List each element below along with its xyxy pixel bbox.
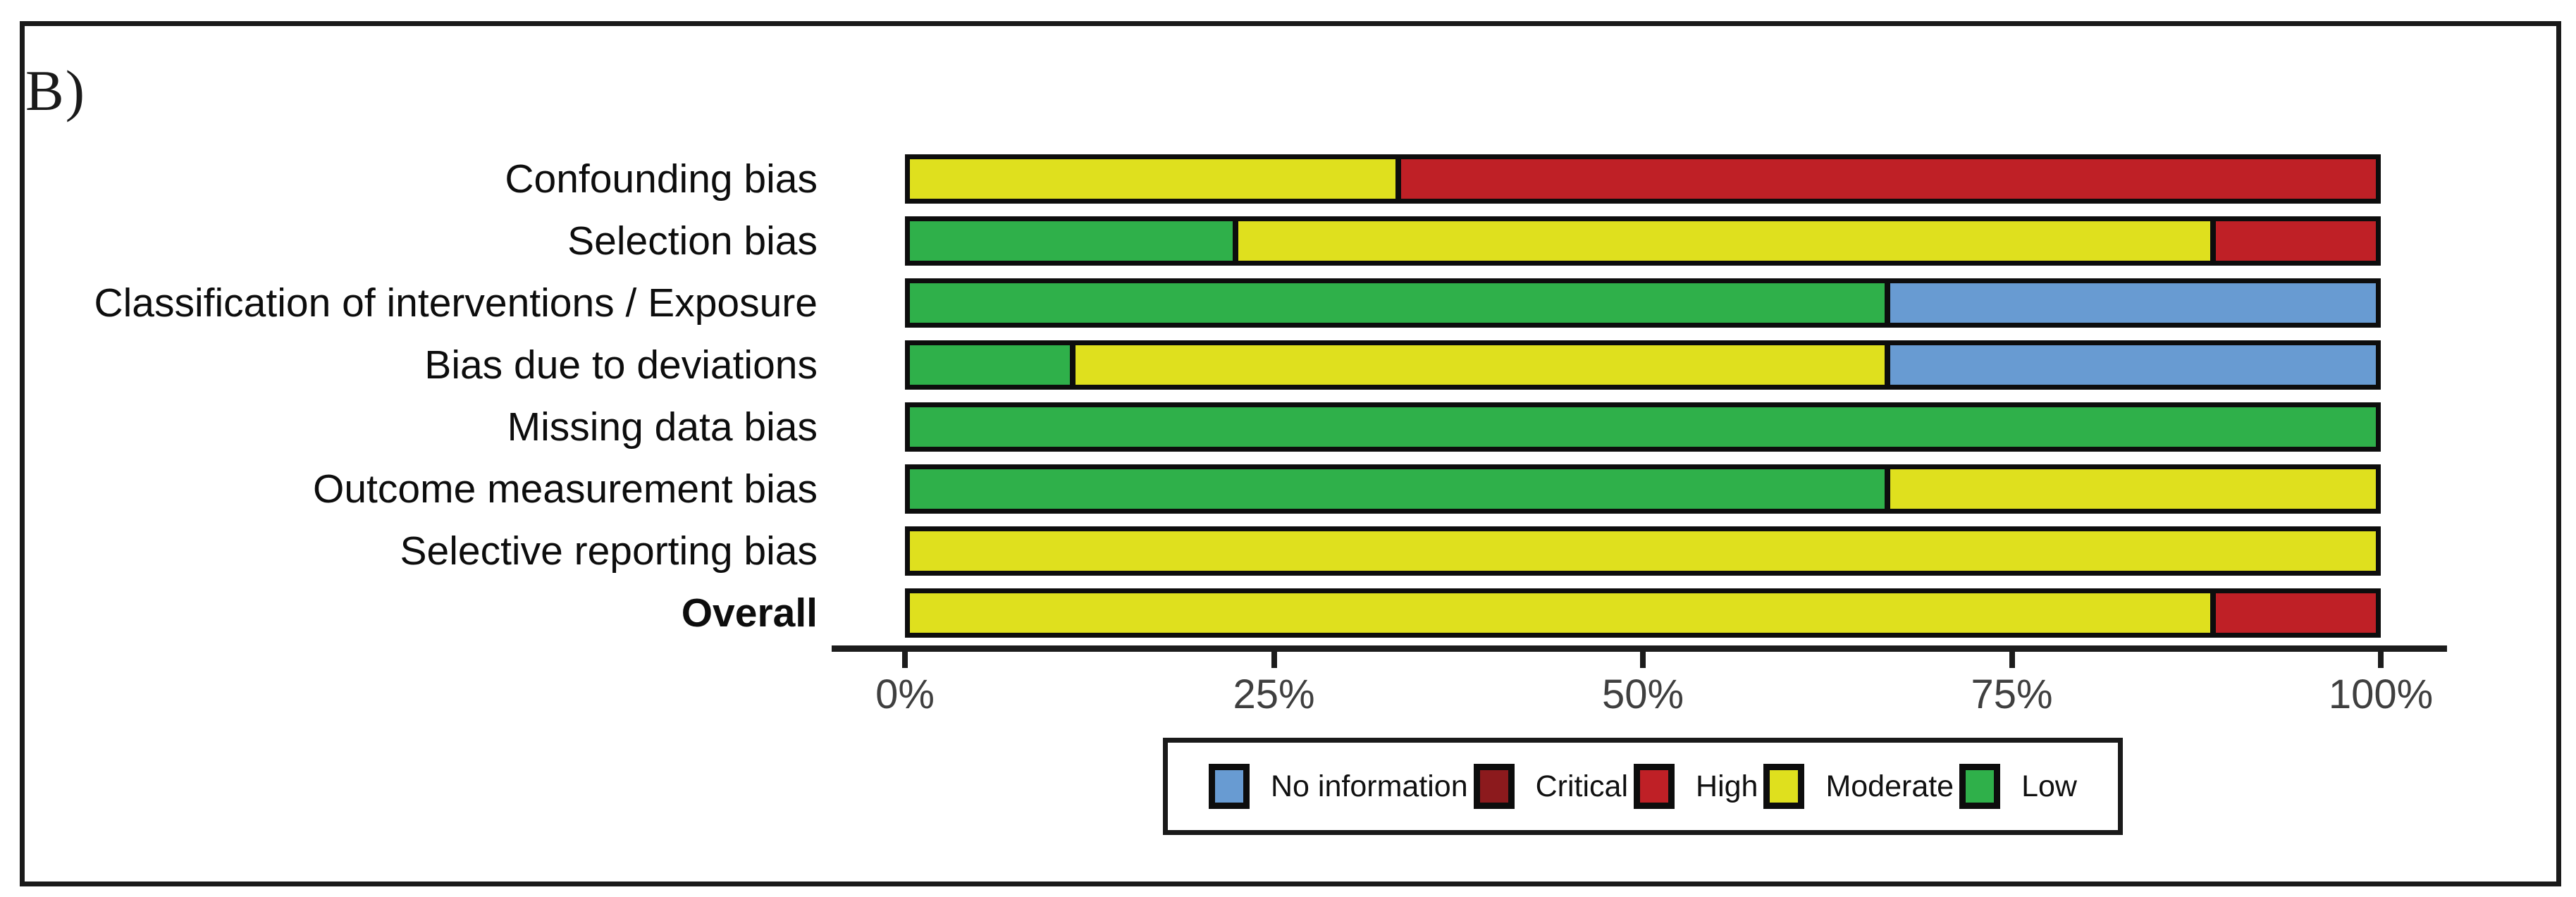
legend: No information Critical High Moderate Low [1163, 738, 2123, 835]
bar-track [905, 154, 2381, 204]
category-label: Confounding bias [505, 156, 818, 202]
category-label: Outcome measurement bias [313, 466, 818, 512]
bar-segment-moderate [1887, 469, 2376, 509]
bar-segment-no-information [1887, 283, 2376, 323]
legend-swatch-high [1634, 764, 1675, 809]
legend-label: High [1696, 769, 1758, 803]
legend-swatch-moderate [1763, 764, 1805, 809]
legend-item-no-information: No information [1209, 764, 1468, 809]
x-axis-tick-label: 0% [875, 672, 935, 717]
x-axis-tick [2009, 652, 2015, 668]
legend-label: Critical [1535, 769, 1629, 803]
legend-label: Low [2021, 769, 2077, 803]
bar-segment-high [2213, 221, 2376, 261]
category-label: Overall [681, 590, 818, 636]
legend-swatch-no-information [1209, 764, 1250, 809]
bar-segment-low [910, 407, 2376, 447]
bar-track [905, 464, 2381, 514]
bar-segment-moderate [1235, 221, 2214, 261]
segment-divider [1885, 345, 1891, 385]
bar-segment-low [910, 345, 1073, 385]
figure-border-frame [20, 21, 2561, 886]
legend-swatch-critical [1473, 764, 1515, 809]
segment-divider [1069, 345, 1076, 385]
legend-label: Moderate [1825, 769, 1954, 803]
bar-segment-moderate [910, 593, 2214, 633]
legend-item-high: High [1634, 764, 1758, 809]
segment-divider [1395, 159, 1401, 199]
category-label: Bias due to deviations [424, 342, 818, 388]
x-axis-tick [1271, 652, 1277, 668]
legend-item-moderate: Moderate [1763, 764, 1954, 809]
category-label: Missing data bias [507, 404, 818, 450]
panel-label: B) [25, 58, 86, 123]
segment-divider [1232, 221, 1238, 261]
bar-segment-high [2213, 593, 2376, 633]
legend-item-critical: Critical [1473, 764, 1629, 809]
legend-swatch-low [1959, 764, 2001, 809]
x-axis-tick [902, 652, 908, 668]
x-axis-tick [2378, 652, 2384, 668]
bar-track [905, 216, 2381, 266]
category-label: Classification of interventions / Exposu… [94, 280, 818, 326]
segment-divider [2210, 593, 2217, 633]
segment-divider [1885, 469, 1891, 509]
x-axis-tick-label: 50% [1601, 672, 1684, 717]
bar-segment-moderate [910, 531, 2376, 571]
category-label: Selection bias [567, 218, 818, 264]
segment-divider [1885, 283, 1891, 323]
bar-track [905, 278, 2381, 328]
x-axis-tick-label: 75% [1971, 672, 2053, 717]
bar-segment-high [1398, 159, 2376, 199]
bar-track [905, 526, 2381, 576]
legend-item-low: Low [1959, 764, 2077, 809]
x-axis-tick [1640, 652, 1646, 668]
segment-divider [2210, 221, 2217, 261]
x-axis-tick-label: 100% [2328, 672, 2434, 717]
bar-segment-low [910, 221, 1235, 261]
bar-track [905, 402, 2381, 452]
bar-segment-no-information [1887, 345, 2376, 385]
bar-segment-low [910, 283, 1888, 323]
bar-track [905, 588, 2381, 638]
category-label: Selective reporting bias [400, 528, 818, 574]
legend-label: No information [1271, 769, 1468, 803]
bar-track [905, 340, 2381, 390]
bar-segment-low [910, 469, 1888, 509]
x-axis-tick-label: 25% [1233, 672, 1315, 717]
x-axis-line [832, 645, 2447, 652]
bar-segment-moderate [1072, 345, 1888, 385]
bar-segment-moderate [910, 159, 1398, 199]
